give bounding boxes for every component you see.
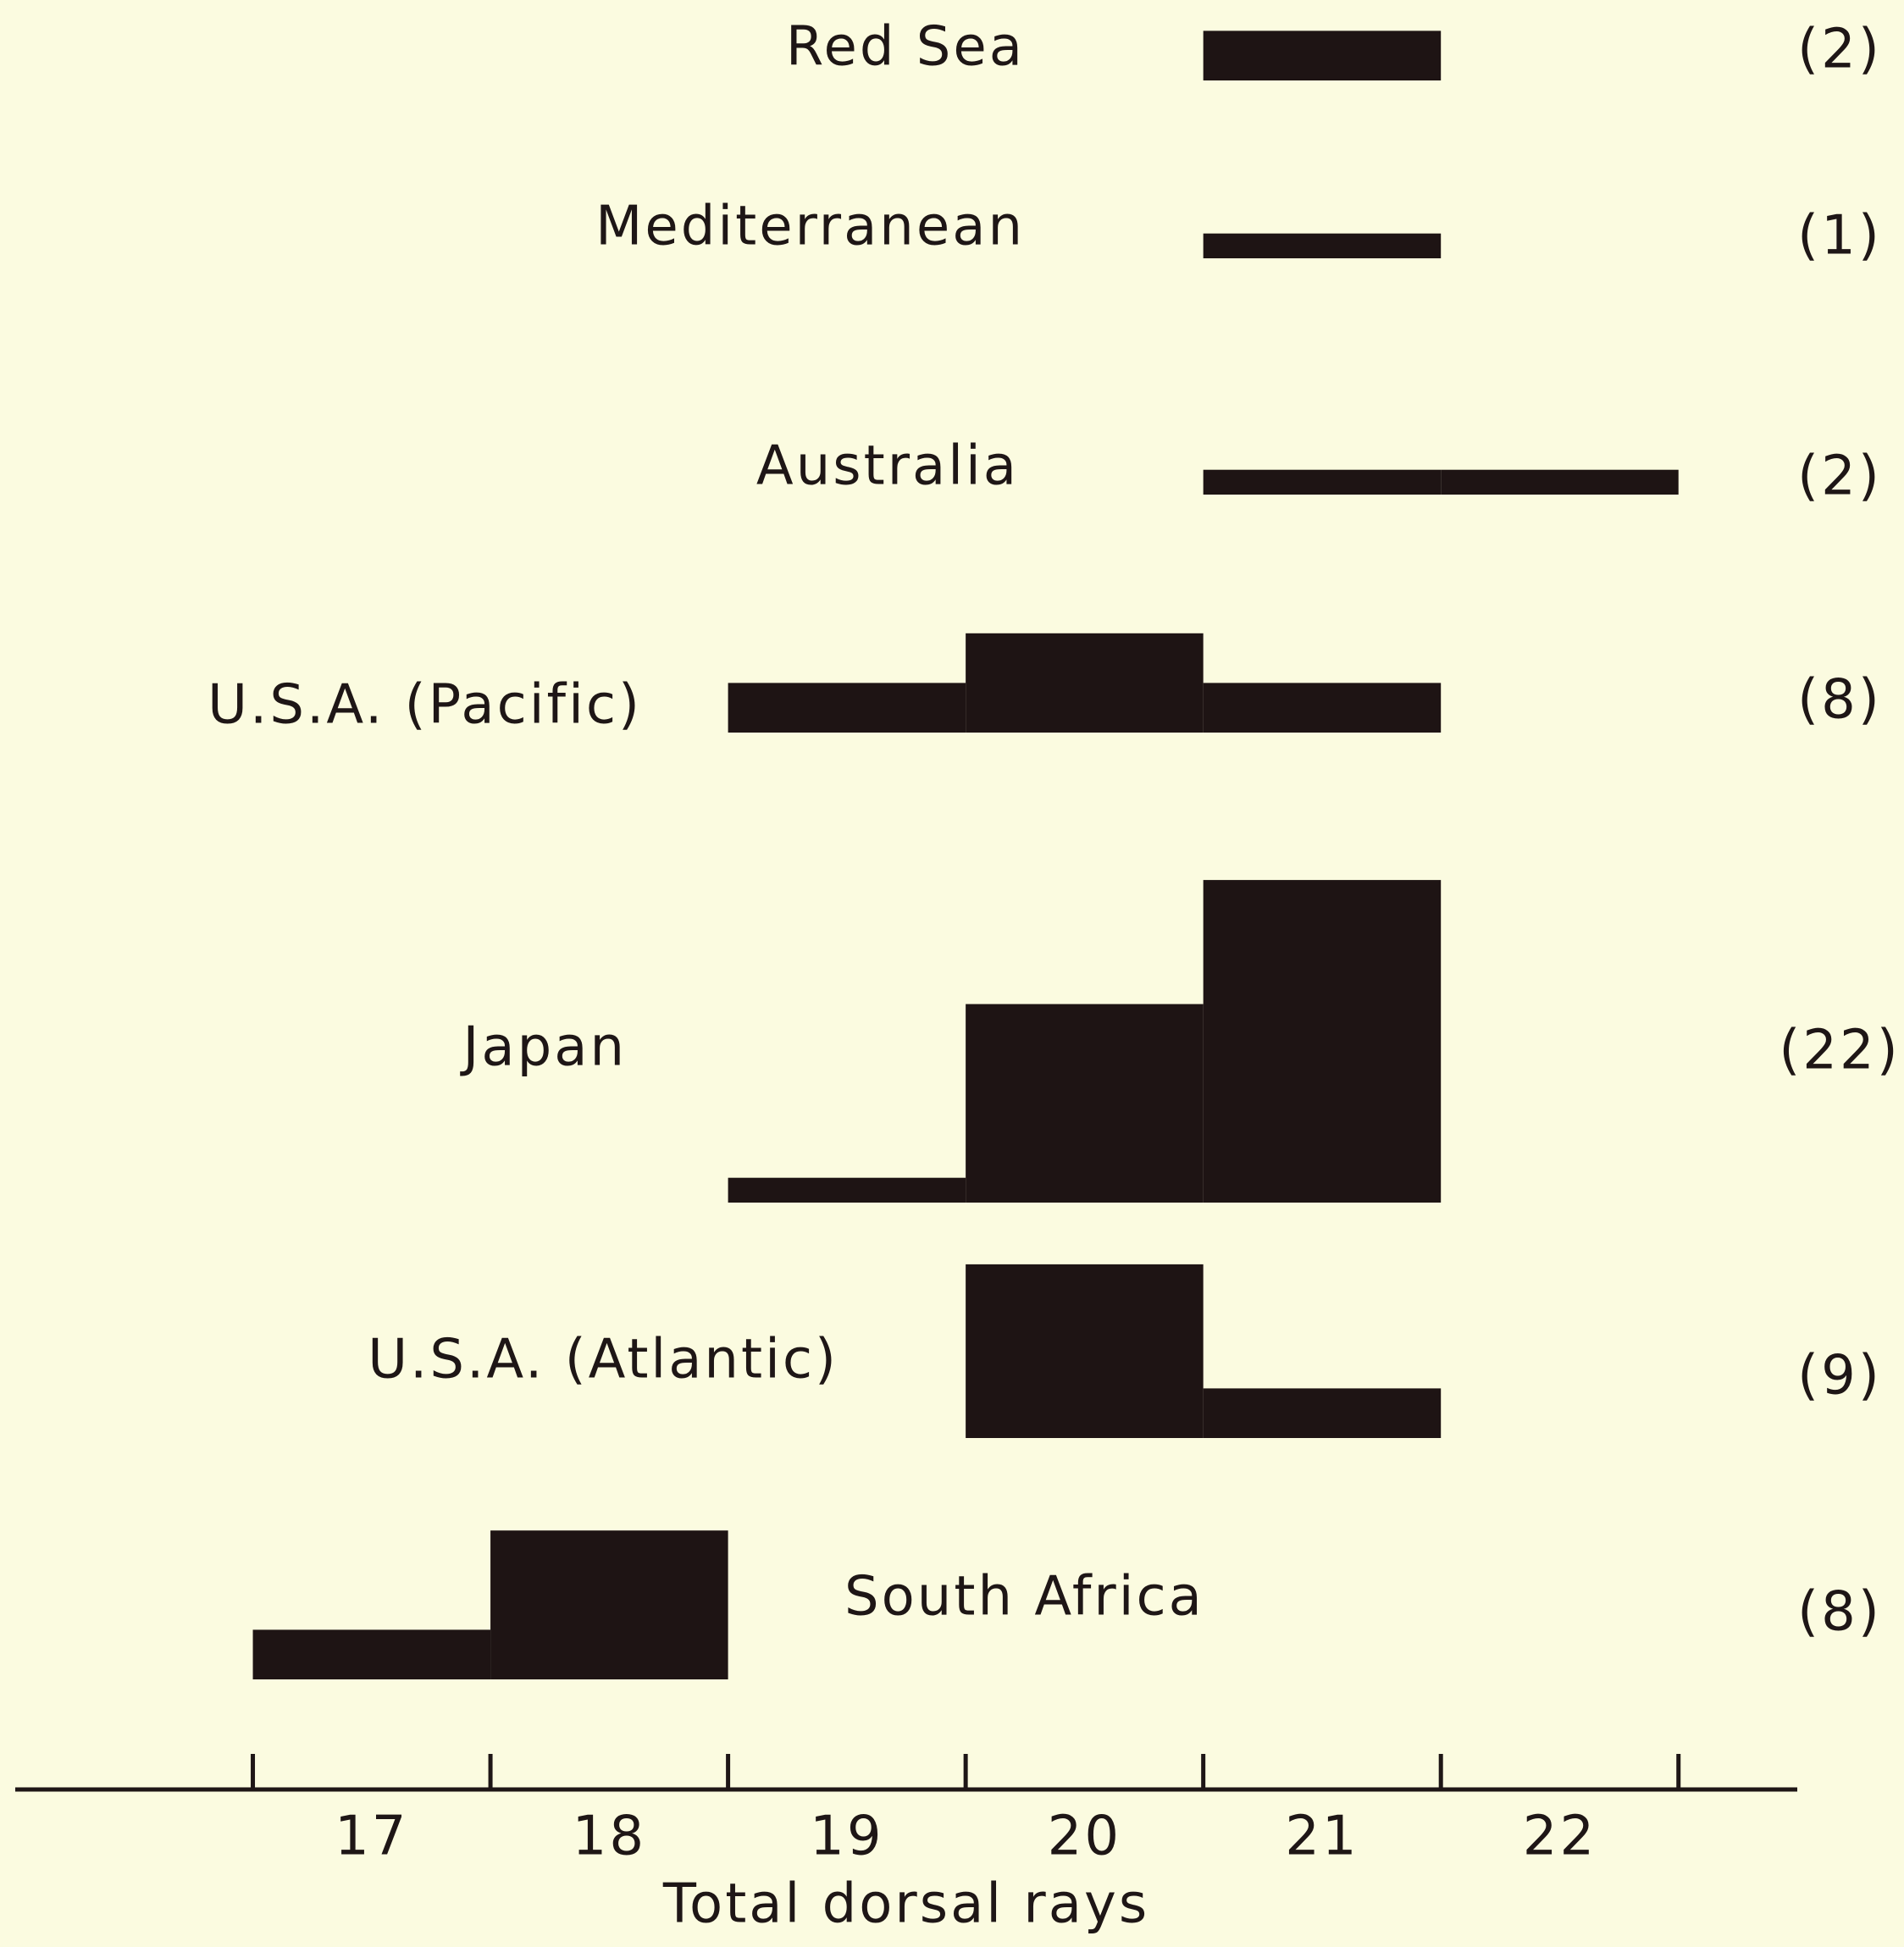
series-label: U.S.A. (Pacific) bbox=[208, 674, 642, 737]
x-axis-label: Total dorsal rays bbox=[662, 1873, 1149, 1936]
bar bbox=[1203, 880, 1442, 1203]
bar bbox=[1203, 30, 1442, 80]
bar bbox=[1203, 1388, 1442, 1438]
x-tick-label: 17 bbox=[335, 1806, 408, 1868]
bar bbox=[1203, 233, 1442, 258]
series-label: U.S.A. (Atlantic) bbox=[368, 1329, 839, 1391]
bar bbox=[966, 1264, 1204, 1438]
x-tick-label: 21 bbox=[1285, 1806, 1359, 1868]
series-label: South Africa bbox=[844, 1566, 1204, 1629]
count-label: (22) bbox=[1779, 1020, 1900, 1082]
x-tick-label: 19 bbox=[810, 1806, 883, 1868]
x-tick-label: 20 bbox=[1048, 1806, 1121, 1868]
x-tick-label: 22 bbox=[1523, 1806, 1597, 1868]
count-label: (8) bbox=[1797, 1581, 1882, 1644]
series-label: Japan bbox=[460, 1016, 628, 1079]
series-label: Australia bbox=[756, 435, 1019, 498]
series-label: Mediterranean bbox=[595, 196, 1025, 258]
bar bbox=[1203, 469, 1442, 495]
bar bbox=[966, 633, 1204, 733]
x-tick-label: 18 bbox=[573, 1806, 646, 1868]
count-label: (2) bbox=[1797, 445, 1882, 508]
bar bbox=[728, 1177, 966, 1203]
bar bbox=[252, 1629, 491, 1679]
count-label: (1) bbox=[1797, 205, 1882, 268]
bar bbox=[966, 1004, 1204, 1203]
bar bbox=[1441, 469, 1679, 495]
bar bbox=[1203, 683, 1442, 733]
count-label: (9) bbox=[1797, 1345, 1882, 1408]
bar bbox=[728, 683, 966, 733]
bar bbox=[490, 1530, 728, 1679]
count-label: (2) bbox=[1797, 19, 1882, 81]
series-label: Red Sea bbox=[786, 16, 1025, 79]
count-label: (8) bbox=[1797, 669, 1882, 732]
